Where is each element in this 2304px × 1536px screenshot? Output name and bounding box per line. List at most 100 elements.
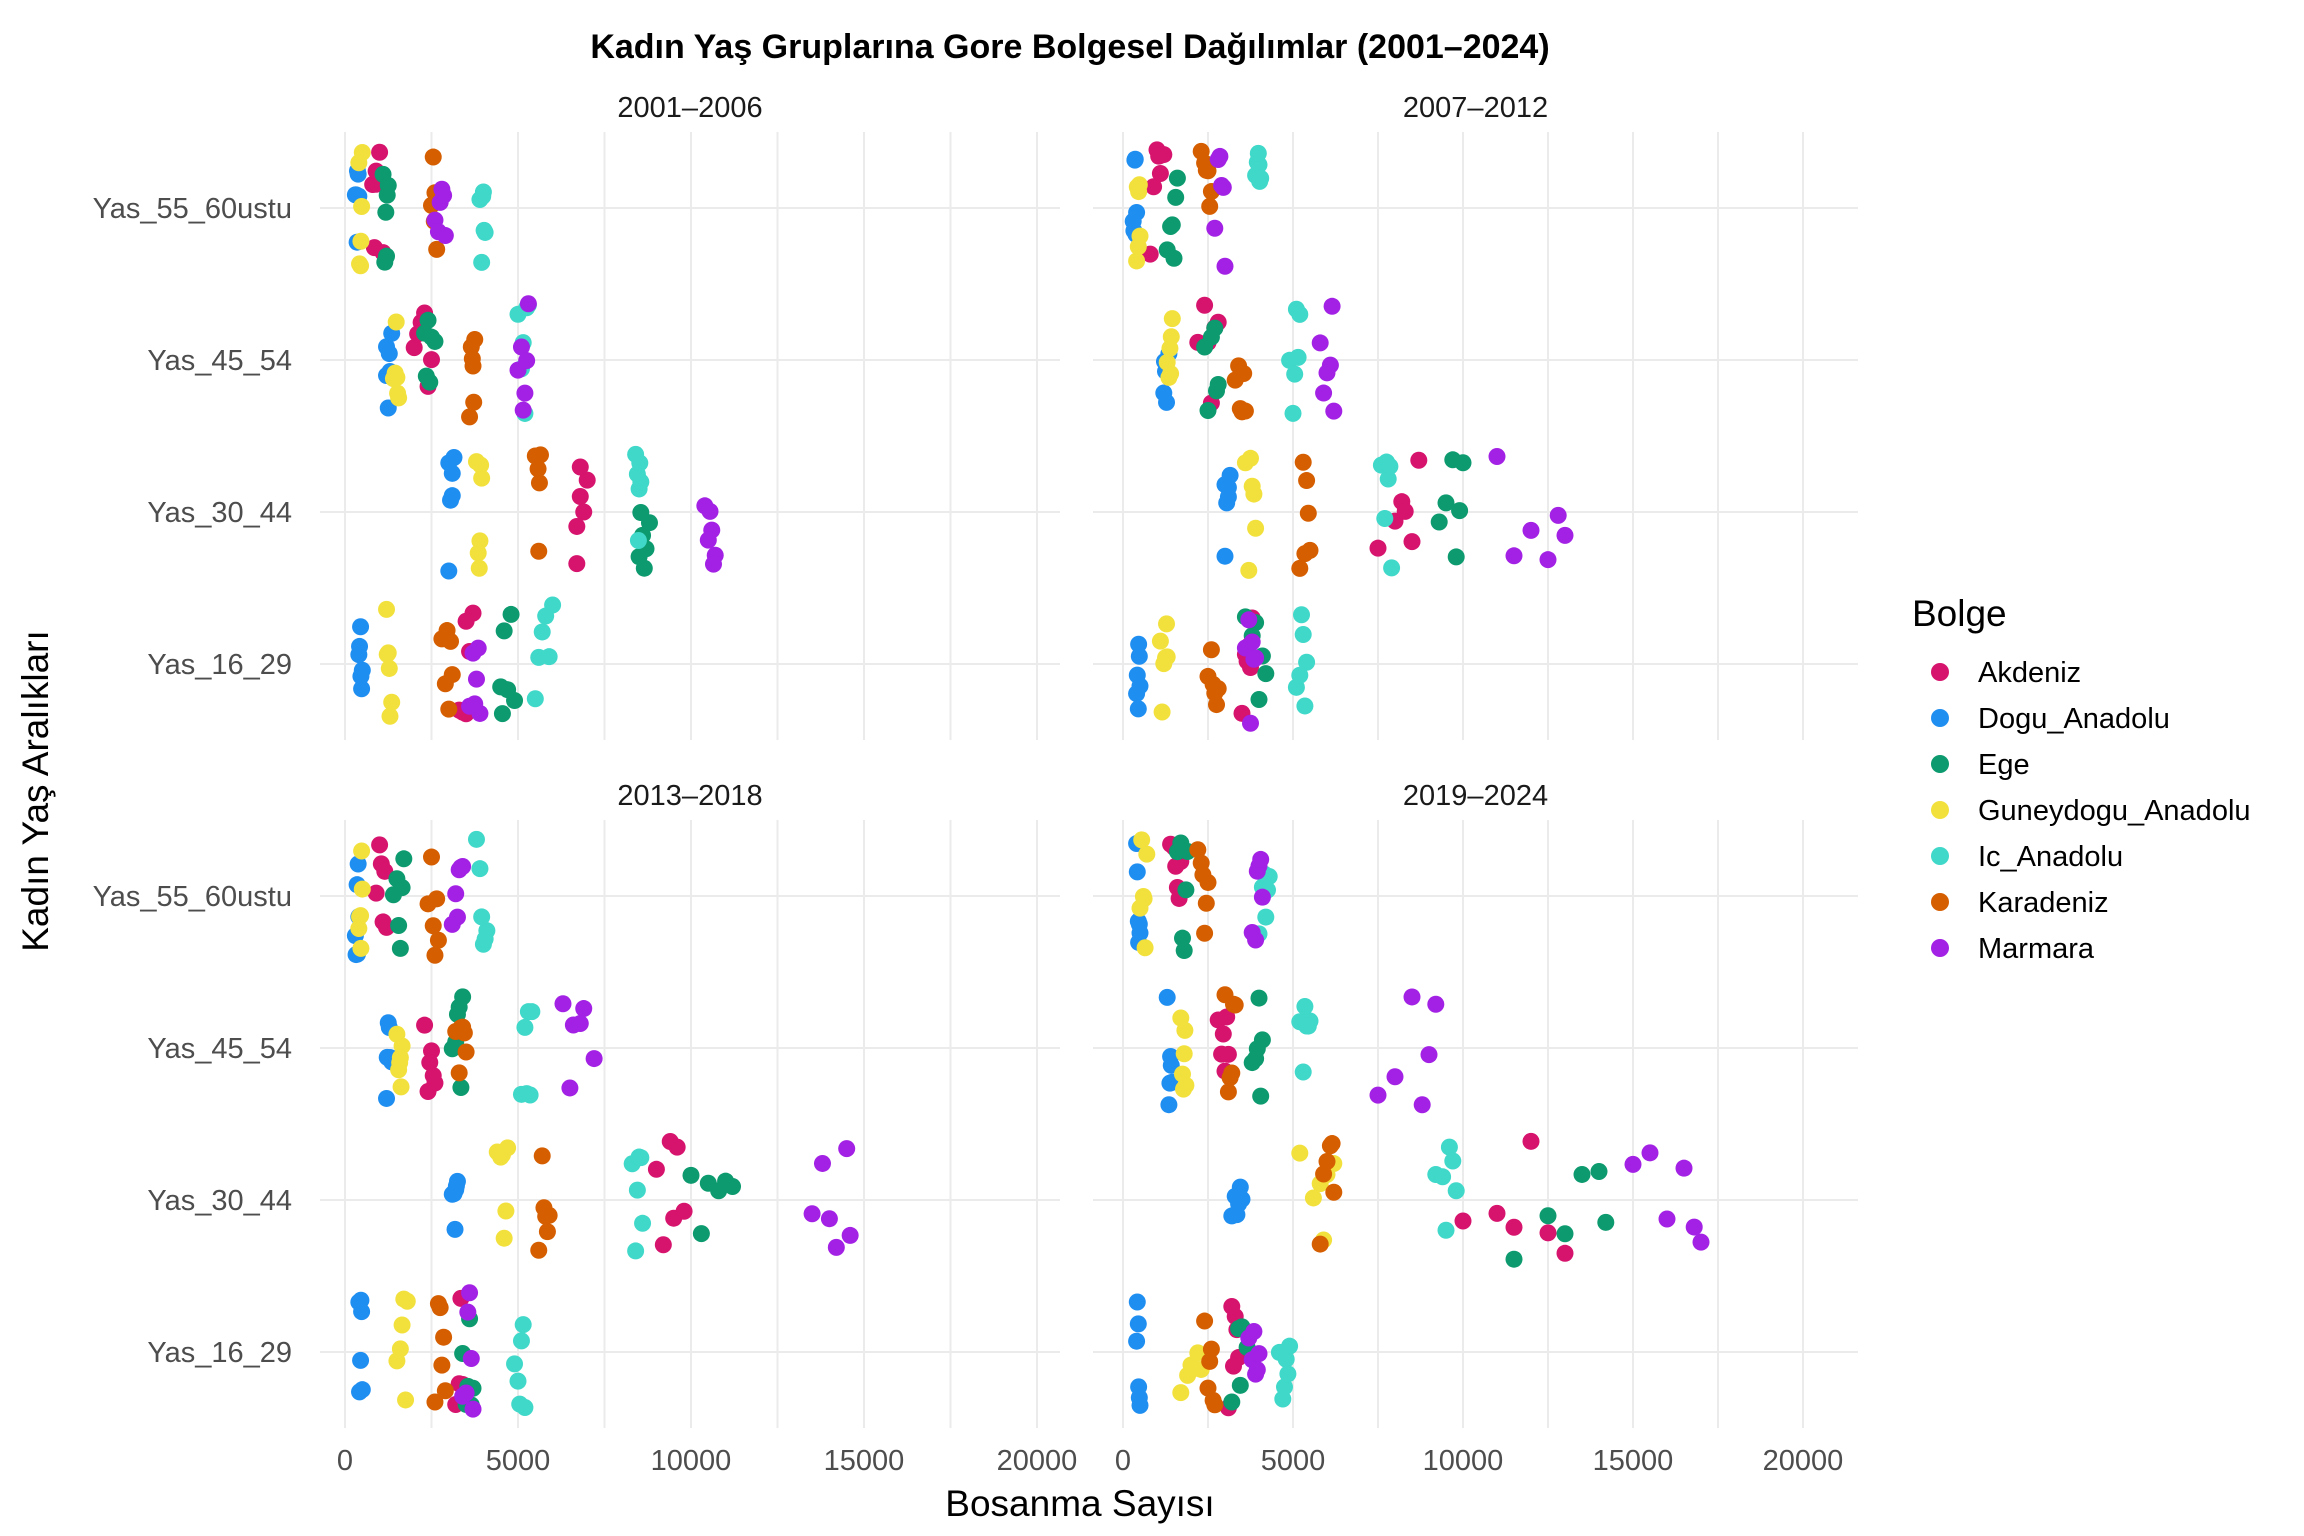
data-point xyxy=(1304,1189,1322,1207)
data-point xyxy=(391,939,409,957)
data-point xyxy=(1257,908,1275,926)
data-point xyxy=(387,313,405,331)
data-point xyxy=(1165,249,1183,267)
data-point xyxy=(393,1037,411,1055)
data-point xyxy=(389,384,407,402)
data-point xyxy=(423,351,440,369)
data-point xyxy=(571,1015,589,1033)
data-point xyxy=(1291,666,1309,684)
data-point xyxy=(1251,172,1269,190)
data-point xyxy=(1451,502,1469,520)
legend-swatch xyxy=(1931,847,1949,865)
data-point xyxy=(393,1316,411,1334)
data-point xyxy=(452,858,470,876)
data-point xyxy=(1454,1212,1472,1230)
data-point xyxy=(1296,697,1314,715)
data-point xyxy=(1130,183,1148,201)
data-point xyxy=(1447,1182,1465,1200)
data-point xyxy=(1231,1376,1249,1394)
data-point xyxy=(416,1016,434,1034)
data-point xyxy=(1167,188,1185,206)
data-point xyxy=(376,253,394,271)
data-point xyxy=(654,1236,672,1254)
data-point xyxy=(424,917,442,935)
data-point xyxy=(378,645,396,663)
data-point xyxy=(1130,1378,1148,1396)
data-point xyxy=(426,332,444,350)
data-point xyxy=(1175,1080,1193,1098)
data-point xyxy=(1250,989,1268,1007)
data-point xyxy=(1163,216,1181,234)
x-tick-label: 20000 xyxy=(1763,1445,1844,1477)
data-point xyxy=(353,680,371,698)
data-point xyxy=(1440,1138,1458,1156)
data-point xyxy=(1204,675,1222,693)
data-point xyxy=(1196,296,1214,314)
data-point xyxy=(1235,365,1253,383)
data-point xyxy=(442,632,460,650)
data-point xyxy=(1131,227,1149,245)
legend-label: Dogu_Anadolu xyxy=(1978,703,2170,735)
data-point xyxy=(627,1242,645,1260)
y-tick-label: Yas_16_29 xyxy=(147,1337,292,1369)
data-point xyxy=(1386,1068,1404,1086)
data-point xyxy=(1135,890,1153,908)
data-point xyxy=(512,338,530,356)
data-point xyxy=(1175,942,1193,960)
data-point xyxy=(526,690,544,708)
data-point xyxy=(1216,257,1234,275)
y-tick-label: Yas_45_54 xyxy=(147,345,292,377)
data-point xyxy=(518,352,536,370)
data-point xyxy=(506,692,524,710)
data-point xyxy=(1128,1293,1146,1311)
data-point xyxy=(1323,297,1341,315)
data-point xyxy=(390,917,408,935)
data-point xyxy=(1151,164,1169,182)
data-point xyxy=(1197,161,1215,179)
legend-label: Karadeniz xyxy=(1978,887,2109,919)
data-point xyxy=(397,1391,415,1409)
data-point xyxy=(1325,1183,1343,1201)
data-point xyxy=(1240,561,1258,579)
data-point xyxy=(1685,1218,1703,1236)
legend-label: Ege xyxy=(1978,749,2030,781)
data-point xyxy=(421,373,439,391)
data-point xyxy=(380,345,398,363)
y-tick-label: Yas_16_29 xyxy=(147,649,292,681)
data-point xyxy=(1658,1210,1676,1228)
data-point xyxy=(1242,714,1259,732)
data-point xyxy=(1128,1332,1146,1350)
data-point xyxy=(1252,850,1270,868)
data-point xyxy=(446,1220,464,1238)
data-point xyxy=(1299,1017,1317,1035)
data-point xyxy=(1488,447,1506,465)
data-point xyxy=(578,471,596,489)
data-point xyxy=(699,531,717,549)
data-point xyxy=(1196,1312,1214,1330)
data-point xyxy=(535,1199,553,1217)
data-point xyxy=(1556,1244,1574,1262)
data-point xyxy=(1219,1083,1237,1101)
data-point xyxy=(448,908,466,926)
data-point xyxy=(1381,457,1399,475)
data-point xyxy=(393,879,411,897)
data-point xyxy=(1250,690,1268,708)
data-point xyxy=(391,1340,409,1358)
data-point xyxy=(1219,488,1237,506)
data-point xyxy=(1245,1323,1263,1341)
data-point xyxy=(1151,632,1169,650)
y-tick-label: Yas_55_60ustu xyxy=(93,881,292,913)
data-point xyxy=(511,1395,529,1413)
data-point xyxy=(1202,328,1220,346)
data-point xyxy=(1410,451,1428,469)
data-point xyxy=(475,221,493,239)
panel-4: 2019–2024 0 5000 10000 15000 20000 xyxy=(1093,780,1858,1477)
data-point xyxy=(820,1210,838,1228)
data-point xyxy=(1294,625,1312,643)
data-point xyxy=(1231,400,1249,418)
data-point xyxy=(1231,1178,1249,1196)
data-point xyxy=(1130,635,1148,653)
data-point xyxy=(423,848,440,866)
data-point xyxy=(1158,988,1176,1006)
data-point xyxy=(1590,1163,1608,1181)
